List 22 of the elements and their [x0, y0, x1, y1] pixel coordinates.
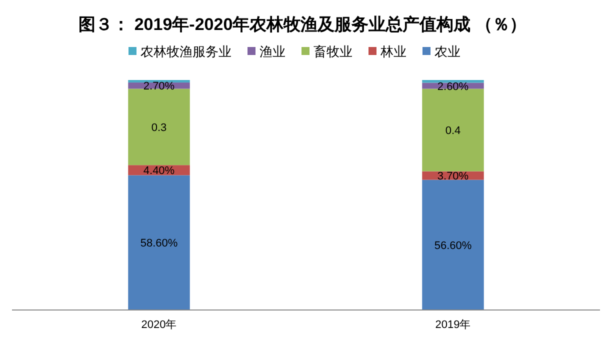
legend-label: 农林牧渔服务业 — [140, 44, 232, 59]
bar — [422, 180, 484, 310]
bar — [128, 88, 190, 166]
legend-label: 林业 — [380, 44, 406, 59]
bar — [422, 80, 484, 83]
legend-label: 农业 — [434, 44, 460, 59]
data-label: 0.3 — [151, 122, 167, 134]
x-tick-label: 2020年 — [141, 319, 177, 331]
chart-title: 图３： 2019年-2020年农林牧渔及服务业总产值构成 （％） — [78, 15, 526, 34]
data-label: 2.70% — [143, 80, 175, 93]
data-label: 0.4 — [445, 125, 461, 138]
data-label: 2.60% — [437, 80, 469, 93]
x-tick-label: 2019年 — [435, 319, 471, 331]
data-label: 4.40% — [143, 165, 175, 178]
data-label: 56.60% — [434, 240, 472, 252]
legend-label: 渔业 — [260, 44, 286, 59]
bar — [422, 88, 484, 172]
data-label: 3.70% — [437, 170, 469, 183]
legend-label: 畜牧业 — [314, 44, 352, 59]
bar — [128, 175, 190, 310]
data-label: 58.60% — [140, 238, 178, 250]
bar — [128, 80, 190, 83]
